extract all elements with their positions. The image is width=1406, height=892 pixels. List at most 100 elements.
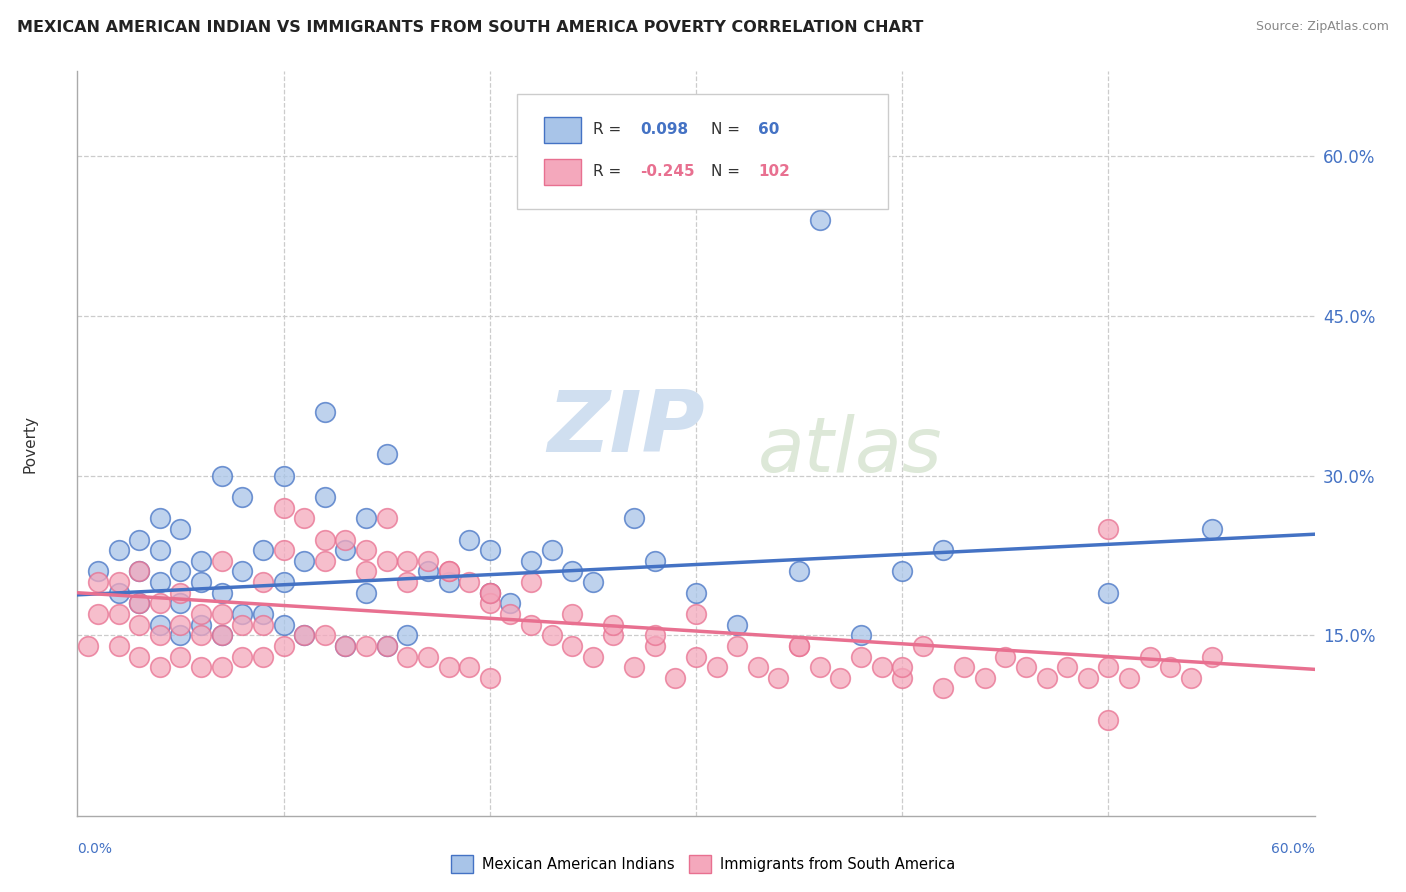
Point bbox=[190, 575, 212, 590]
Point bbox=[292, 511, 315, 525]
Point bbox=[787, 639, 810, 653]
Point bbox=[478, 586, 501, 600]
Point bbox=[169, 565, 191, 579]
Point bbox=[396, 554, 419, 568]
Point bbox=[211, 607, 233, 621]
Point bbox=[149, 617, 172, 632]
Point bbox=[891, 565, 914, 579]
Point bbox=[416, 554, 439, 568]
Point bbox=[396, 649, 419, 664]
Text: N =: N = bbox=[711, 164, 745, 179]
Point bbox=[107, 639, 129, 653]
Point bbox=[169, 586, 191, 600]
Point bbox=[499, 596, 522, 610]
Point bbox=[685, 586, 707, 600]
Point bbox=[416, 565, 439, 579]
Point bbox=[190, 607, 212, 621]
Point bbox=[252, 617, 274, 632]
Point bbox=[190, 628, 212, 642]
Point bbox=[520, 575, 543, 590]
Text: -0.245: -0.245 bbox=[640, 164, 695, 179]
Point bbox=[314, 405, 336, 419]
Point bbox=[169, 649, 191, 664]
Point bbox=[87, 565, 110, 579]
Point bbox=[1139, 649, 1161, 664]
Point bbox=[416, 649, 439, 664]
Text: MEXICAN AMERICAN INDIAN VS IMMIGRANTS FROM SOUTH AMERICA POVERTY CORRELATION CHA: MEXICAN AMERICAN INDIAN VS IMMIGRANTS FR… bbox=[17, 20, 924, 35]
Point bbox=[375, 511, 398, 525]
Point bbox=[994, 649, 1017, 664]
Point bbox=[273, 500, 295, 515]
Point bbox=[314, 628, 336, 642]
Point bbox=[169, 617, 191, 632]
Point bbox=[1201, 649, 1223, 664]
Point bbox=[520, 617, 543, 632]
Point bbox=[644, 639, 666, 653]
Point bbox=[478, 586, 501, 600]
Text: ZIP: ZIP bbox=[547, 387, 706, 470]
Point bbox=[623, 511, 645, 525]
Point bbox=[808, 213, 831, 227]
Text: Source: ZipAtlas.com: Source: ZipAtlas.com bbox=[1256, 20, 1389, 33]
Point bbox=[314, 490, 336, 504]
Point bbox=[870, 660, 893, 674]
Point bbox=[561, 565, 583, 579]
Point bbox=[354, 639, 377, 653]
Point bbox=[520, 554, 543, 568]
Point bbox=[478, 596, 501, 610]
Point bbox=[849, 628, 872, 642]
Point bbox=[437, 575, 460, 590]
Point bbox=[1097, 660, 1119, 674]
Point bbox=[190, 617, 212, 632]
Point bbox=[768, 671, 790, 685]
Point bbox=[437, 565, 460, 579]
FancyBboxPatch shape bbox=[516, 94, 887, 209]
Point bbox=[76, 639, 98, 653]
Point bbox=[128, 596, 150, 610]
Point bbox=[149, 628, 172, 642]
Point bbox=[932, 681, 955, 696]
Point bbox=[375, 554, 398, 568]
Point bbox=[107, 607, 129, 621]
Point bbox=[1097, 522, 1119, 536]
Point bbox=[292, 628, 315, 642]
Point bbox=[725, 617, 748, 632]
Point bbox=[231, 607, 253, 621]
Point bbox=[231, 617, 253, 632]
Point bbox=[273, 639, 295, 653]
Point bbox=[973, 671, 995, 685]
Point bbox=[582, 575, 605, 590]
Point bbox=[169, 596, 191, 610]
Point bbox=[1118, 671, 1140, 685]
Point bbox=[664, 671, 686, 685]
Text: Poverty: Poverty bbox=[22, 415, 38, 473]
Point bbox=[335, 533, 357, 547]
Point bbox=[190, 554, 212, 568]
Point bbox=[808, 660, 831, 674]
Point bbox=[231, 565, 253, 579]
Text: 0.098: 0.098 bbox=[640, 122, 689, 137]
Point bbox=[478, 671, 501, 685]
Point bbox=[561, 639, 583, 653]
Text: R =: R = bbox=[593, 122, 627, 137]
Point bbox=[644, 554, 666, 568]
Point bbox=[582, 649, 605, 664]
Point bbox=[354, 543, 377, 558]
Point bbox=[540, 543, 562, 558]
Text: 60.0%: 60.0% bbox=[1271, 842, 1315, 856]
Point bbox=[335, 639, 357, 653]
Point bbox=[252, 649, 274, 664]
Point bbox=[891, 671, 914, 685]
Point bbox=[211, 468, 233, 483]
Point bbox=[292, 554, 315, 568]
Point bbox=[1015, 660, 1038, 674]
Point bbox=[128, 565, 150, 579]
Point bbox=[252, 543, 274, 558]
Point bbox=[149, 511, 172, 525]
Point bbox=[335, 543, 357, 558]
Point bbox=[1035, 671, 1057, 685]
Point bbox=[602, 628, 624, 642]
Point bbox=[128, 617, 150, 632]
Point bbox=[169, 628, 191, 642]
Point bbox=[375, 447, 398, 461]
